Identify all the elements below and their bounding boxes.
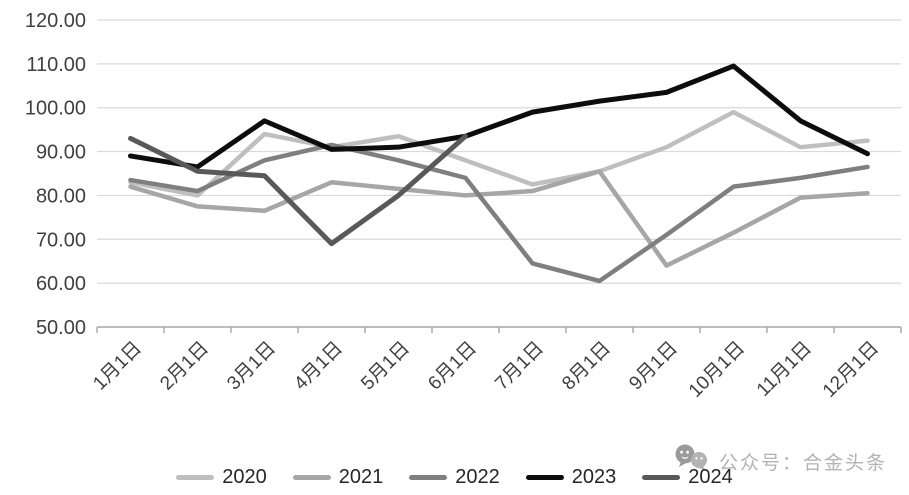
y-tick-label: 50.00: [36, 317, 86, 339]
x-tick-label: 9月1日: [625, 338, 682, 395]
y-tick-label: 120.00: [25, 10, 86, 32]
series-line-2021: [128, 169, 870, 268]
y-axis-labels: 120.00 110.00 100.00 90.00 80.00 70.00 60.00 50…: [25, 10, 86, 339]
x-tick-label: 3月1日: [223, 338, 280, 395]
x-tick-label: 11月1日: [753, 338, 816, 401]
legend-swatch-2020: [176, 474, 215, 480]
legend-item-2022: 2022: [409, 467, 500, 487]
series-line-2022: [128, 142, 870, 284]
x-axis-labels: 1月1日 2月1日 3月1日 4月1日 5月1日 6月1日 7月1日 8月1日 9月1日 10月1…: [89, 338, 883, 402]
legend-item-2021: 2021: [292, 466, 384, 488]
watermark-text: 公众号：合金头条: [718, 453, 887, 474]
legend-label-2020: 2020: [222, 466, 267, 488]
x-tick-label: 1月1日: [89, 338, 146, 395]
series-line-2020: [128, 109, 870, 198]
series-line-2023: [128, 63, 870, 170]
x-axis-ticks: [96, 327, 902, 333]
y-tick-label: 100.00: [25, 98, 86, 120]
x-tick-label: 6月1日: [424, 338, 481, 395]
legend-item-2023: 2023: [525, 466, 617, 488]
plot-area: 120.00 110.00 100.00 90.00 80.00 70.00 60.00 50…: [25, 10, 902, 402]
series-line-2024: [128, 133, 468, 247]
x-tick-label: 10月1日: [685, 338, 749, 402]
legend-label-2023: 2023: [571, 466, 617, 488]
watermark: 公众号：合金头条: [673, 444, 887, 475]
legend-item-2020: 2020: [176, 467, 267, 487]
legend-label-2024: 2024: [688, 466, 733, 488]
y-tick-label: 70.00: [36, 229, 86, 251]
x-tick-label: 7月1日: [491, 338, 548, 395]
y-tick-label: 90.00: [36, 142, 86, 164]
y-tick-label: 80.00: [36, 185, 86, 207]
x-tick-label: 5月1日: [357, 338, 414, 395]
x-tick-label: 12月1日: [819, 338, 883, 402]
wechat-icon: [675, 444, 707, 471]
x-tick-label: 8月1日: [558, 338, 615, 395]
legend-swatch-2024: [642, 474, 681, 480]
legend-swatch-2023: [525, 474, 564, 480]
legend-label-2022: 2022: [455, 466, 500, 488]
legend-swatch-2022: [409, 474, 448, 480]
y-tick-label: 60.00: [36, 273, 86, 295]
legend-item-2024: 2024: [642, 467, 733, 487]
y-tick-label: 110.00: [26, 54, 86, 76]
legend-label-2021: 2021: [338, 466, 384, 488]
x-tick-label: 2月1日: [156, 338, 213, 395]
legend-swatch-2021: [292, 474, 331, 480]
x-tick-label: 4月1日: [290, 338, 347, 395]
chart-legend: 2020 2021 2022 2023 2024: [0, 467, 909, 487]
